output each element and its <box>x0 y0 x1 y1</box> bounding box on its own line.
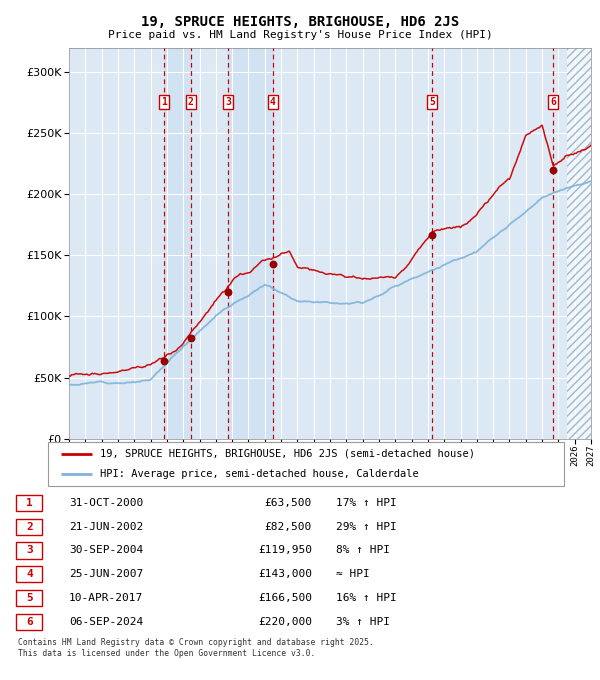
Text: 3: 3 <box>26 545 33 556</box>
Text: 19, SPRUCE HEIGHTS, BRIGHOUSE, HD6 2JS: 19, SPRUCE HEIGHTS, BRIGHOUSE, HD6 2JS <box>141 15 459 29</box>
Point <box>223 286 233 297</box>
Bar <box>228 48 272 439</box>
Bar <box>566 48 591 439</box>
Text: Price paid vs. HM Land Registry's House Price Index (HPI): Price paid vs. HM Land Registry's House … <box>107 30 493 40</box>
Text: 6: 6 <box>550 97 556 107</box>
Text: 1: 1 <box>161 97 167 107</box>
Text: £166,500: £166,500 <box>258 593 312 603</box>
Text: 4: 4 <box>269 97 275 107</box>
Text: HPI: Average price, semi-detached house, Calderdale: HPI: Average price, semi-detached house,… <box>100 469 418 479</box>
Text: 5: 5 <box>430 97 435 107</box>
Text: £82,500: £82,500 <box>265 522 312 532</box>
Text: Contains HM Land Registry data © Crown copyright and database right 2025.: Contains HM Land Registry data © Crown c… <box>18 639 374 647</box>
Text: 31-OCT-2000: 31-OCT-2000 <box>69 498 143 508</box>
Text: 1: 1 <box>26 498 33 508</box>
Text: 3: 3 <box>225 97 231 107</box>
Text: 25-JUN-2007: 25-JUN-2007 <box>69 569 143 579</box>
Text: 2: 2 <box>26 522 33 532</box>
Text: 19, SPRUCE HEIGHTS, BRIGHOUSE, HD6 2JS (semi-detached house): 19, SPRUCE HEIGHTS, BRIGHOUSE, HD6 2JS (… <box>100 449 475 459</box>
Text: ≈ HPI: ≈ HPI <box>336 569 370 579</box>
Bar <box>164 48 191 439</box>
Text: £119,950: £119,950 <box>258 545 312 556</box>
Text: 29% ↑ HPI: 29% ↑ HPI <box>336 522 397 532</box>
Bar <box>566 48 591 439</box>
Text: £220,000: £220,000 <box>258 617 312 627</box>
Text: £143,000: £143,000 <box>258 569 312 579</box>
Point <box>160 356 169 367</box>
Text: 10-APR-2017: 10-APR-2017 <box>69 593 143 603</box>
Text: 21-JUN-2002: 21-JUN-2002 <box>69 522 143 532</box>
Text: 06-SEP-2024: 06-SEP-2024 <box>69 617 143 627</box>
Text: £63,500: £63,500 <box>265 498 312 508</box>
Point <box>427 230 437 241</box>
Text: 8% ↑ HPI: 8% ↑ HPI <box>336 545 390 556</box>
Text: 4: 4 <box>26 569 33 579</box>
Text: 17% ↑ HPI: 17% ↑ HPI <box>336 498 397 508</box>
Text: 5: 5 <box>26 593 33 603</box>
Text: This data is licensed under the Open Government Licence v3.0.: This data is licensed under the Open Gov… <box>18 649 316 658</box>
Text: 3% ↑ HPI: 3% ↑ HPI <box>336 617 390 627</box>
Point <box>268 258 277 269</box>
Point <box>186 333 196 343</box>
Text: 2: 2 <box>188 97 194 107</box>
Text: 30-SEP-2004: 30-SEP-2004 <box>69 545 143 556</box>
Text: 6: 6 <box>26 617 33 627</box>
Point <box>548 165 558 175</box>
Text: 16% ↑ HPI: 16% ↑ HPI <box>336 593 397 603</box>
